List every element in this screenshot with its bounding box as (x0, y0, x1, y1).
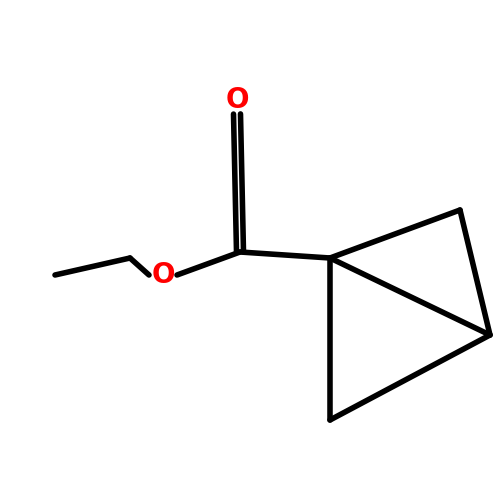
Text: O: O (151, 261, 175, 289)
Text: O: O (225, 86, 249, 114)
